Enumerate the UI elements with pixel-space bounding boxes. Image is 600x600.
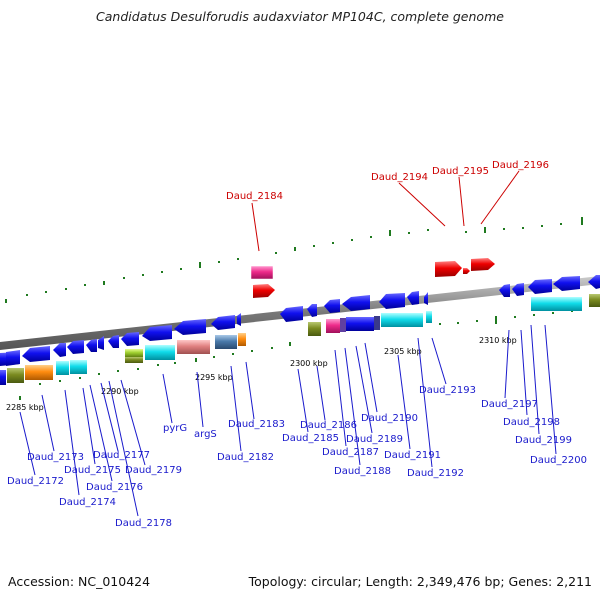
gene-label[interactable]: argS	[194, 429, 217, 440]
reverse-genes-row2[interactable]	[0, 294, 600, 385]
gene-label[interactable]: Daud_2193	[419, 385, 476, 396]
gene-block[interactable]	[7, 368, 24, 383]
reverse-leader-lines	[19, 324, 557, 517]
gene-block[interactable]	[211, 315, 235, 330]
reverse-tick-track	[19, 310, 573, 400]
gene-daud-2194-arrow[interactable]	[435, 261, 462, 277]
gene-block[interactable]	[0, 370, 6, 385]
genome-summary: Topology: circular; Length: 2,349,476 bp…	[248, 574, 592, 589]
gene-label[interactable]: Daud_2198	[503, 417, 560, 428]
scale-label: 2305 kbp	[384, 347, 422, 356]
gene-label[interactable]: Daud_2182	[217, 452, 274, 463]
gene-block[interactable]	[374, 316, 380, 330]
gene-label[interactable]: Daud_2192	[407, 468, 464, 479]
gene-block[interactable]	[145, 345, 175, 360]
gene-block[interactable]	[379, 293, 405, 309]
gene-label-daud-2184[interactable]: Daud_2184	[226, 191, 283, 202]
scale-label: 2285 kbp	[6, 403, 44, 412]
gene-block[interactable]	[238, 333, 246, 346]
gene-label[interactable]: Daud_2177	[93, 450, 150, 461]
scale-label: 2310 kbp	[479, 336, 517, 345]
gene-block[interactable]	[280, 306, 303, 322]
gene-label[interactable]: Daud_2199	[515, 435, 572, 446]
gene-block[interactable]	[326, 319, 340, 333]
forward-tick-track	[5, 217, 583, 303]
gene-block[interactable]	[121, 332, 139, 346]
gene-block[interactable]	[86, 339, 97, 352]
gene-block[interactable]	[553, 276, 580, 291]
gene-daud-2184-arrow[interactable]	[253, 284, 275, 298]
reverse-genes-row1[interactable]	[0, 275, 600, 366]
gene-label[interactable]: Daud_2186	[300, 420, 357, 431]
gene-label[interactable]: Daud_2176	[86, 482, 143, 493]
gene-block[interactable]	[407, 291, 419, 305]
gene-label[interactable]: Daud_2183	[228, 419, 285, 430]
gene-block[interactable]	[512, 283, 524, 296]
gene-label[interactable]: Daud_2188	[334, 466, 391, 477]
gene-label[interactable]: Daud_2190	[361, 413, 418, 424]
gene-block[interactable]	[22, 346, 50, 362]
gene-block[interactable]	[174, 319, 206, 335]
gene-block[interactable]	[215, 335, 237, 349]
gene-block[interactable]	[108, 335, 119, 348]
gene-block[interactable]	[528, 279, 552, 294]
gene-block[interactable]	[125, 357, 143, 363]
gene-block[interactable]	[56, 361, 69, 375]
gene-label[interactable]: Daud_2172	[7, 476, 64, 487]
scale-label: 2295 kbp	[195, 373, 233, 382]
gene-label[interactable]: Daud_2197	[481, 399, 538, 410]
scale-label: 2300 kbp	[290, 359, 328, 368]
gene-label[interactable]: Daud_2179	[125, 465, 182, 476]
gene-block[interactable]	[25, 365, 53, 380]
gene-block[interactable]	[346, 317, 374, 331]
gene-block[interactable]	[237, 313, 241, 326]
gene-block[interactable]	[324, 299, 340, 313]
reverse-gene-labels[interactable]: Daud_2172 Daud_2173 Daud_2174 Daud_2175 …	[7, 385, 587, 529]
gene-block[interactable]	[53, 343, 66, 357]
gene-label[interactable]: Daud_2174	[59, 497, 116, 508]
gene-block[interactable]	[342, 295, 370, 311]
gene-label-daud-2196[interactable]: Daud_2196	[492, 160, 549, 171]
scale-label: 2290 kbp	[101, 387, 139, 396]
gene-block[interactable]	[424, 292, 428, 305]
gene-block[interactable]	[142, 325, 172, 341]
gene-label-daud-2195[interactable]: Daud_2195	[432, 166, 489, 177]
gene-daud-2184-block[interactable]	[250, 265, 274, 280]
gene-block[interactable]	[531, 297, 582, 311]
gene-block[interactable]	[340, 318, 346, 332]
gene-label[interactable]: Daud_2189	[346, 434, 403, 445]
gene-daud-2196-arrow[interactable]	[471, 258, 495, 271]
gene-block[interactable]	[588, 275, 600, 289]
gene-label[interactable]: Daud_2191	[384, 450, 441, 461]
gene-block[interactable]	[98, 336, 104, 350]
gene-daud-2195-arrow[interactable]	[463, 268, 470, 274]
scale-labels: 2285 kbp 2290 kbp 2295 kbp 2300 kbp 2305…	[6, 336, 517, 412]
gene-block[interactable]	[589, 294, 600, 307]
gene-label[interactable]: Daud_2185	[282, 433, 339, 444]
gene-block[interactable]	[308, 322, 321, 336]
gene-block[interactable]	[426, 311, 432, 323]
highlight-gene-labels[interactable]: Daud_2184 Daud_2194 Daud_2195 Daud_2196	[226, 160, 549, 202]
gene-label[interactable]: Daud_2175	[64, 465, 121, 476]
map-title: Candidatus Desulforudis audaxviator MP10…	[96, 9, 504, 24]
gene-label[interactable]: Daud_2187	[322, 447, 379, 458]
gene-label[interactable]: Daud_2173	[27, 452, 84, 463]
gene-label[interactable]: Daud_2178	[115, 518, 172, 529]
gene-block[interactable]	[70, 360, 87, 374]
gene-block[interactable]	[125, 349, 143, 357]
accession-label: Accession: NC_010424	[8, 574, 151, 589]
gene-label-daud-2194[interactable]: Daud_2194	[371, 172, 428, 183]
gene-label[interactable]: Daud_2200	[530, 455, 587, 466]
highlight-leader-lines	[251, 170, 520, 252]
gene-block[interactable]	[307, 304, 317, 317]
gene-block[interactable]	[499, 284, 510, 297]
gene-block[interactable]	[6, 350, 20, 366]
forward-genes[interactable]	[250, 258, 495, 298]
gene-block[interactable]	[381, 313, 423, 327]
gene-label[interactable]: pyrG	[163, 423, 187, 434]
gene-block[interactable]	[67, 340, 84, 354]
gene-block[interactable]	[177, 340, 210, 354]
